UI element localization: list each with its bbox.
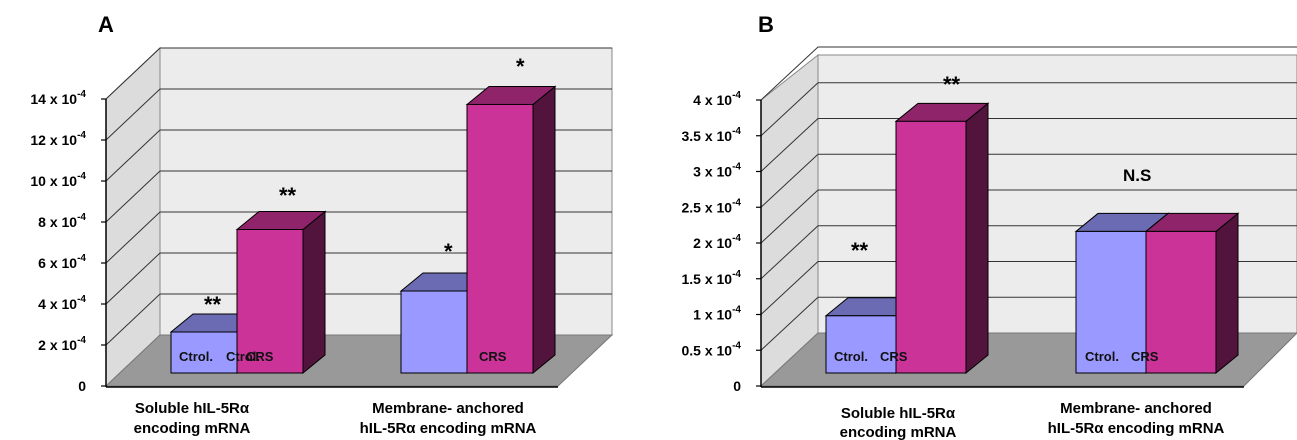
panel-b-letter: B bbox=[758, 12, 774, 37]
panel-a-letter: A bbox=[98, 12, 114, 37]
panel-a-annotation-4: * bbox=[516, 54, 525, 79]
gridline bbox=[760, 153, 1297, 208]
y-tick-label: 14 x 10-4 bbox=[30, 89, 86, 107]
y-tick-label: 6 x 10-4 bbox=[38, 253, 86, 271]
bar-front-face bbox=[825, 315, 897, 374]
gridline bbox=[760, 118, 1297, 172]
gridline bbox=[105, 88, 612, 141]
panel-a-bars bbox=[169, 85, 557, 375]
gridline bbox=[760, 82, 1297, 137]
panel-b-bars bbox=[824, 102, 1240, 375]
bar-side-face bbox=[965, 102, 989, 375]
y-tick-label: 3.5 x 10-4 bbox=[681, 126, 741, 144]
bar-side-face bbox=[1215, 212, 1239, 375]
panel-b-bar-label-crs-2: CRS bbox=[1131, 349, 1159, 364]
panel-a-tick-labels: 0 2 x 10-4 4 x 10-4 6 x 10-4 8 x 10-4 10 x 10… bbox=[30, 89, 106, 394]
panel-b-category-1-line-2: encoding mRNA bbox=[840, 424, 957, 440]
bar-crs-2 bbox=[1144, 212, 1240, 375]
bar-front-face bbox=[236, 229, 304, 374]
panel-a-bar-label-ctrol-1: Ctrol. bbox=[179, 349, 213, 364]
gridline bbox=[760, 189, 1297, 244]
y-tick-label: 0.5 x 10-4 bbox=[681, 340, 741, 358]
panel-b-bar-label-ctrol-2: Ctrol. bbox=[1085, 349, 1119, 364]
y-tick-label: 0 bbox=[733, 378, 741, 394]
y-tick-label: 2 x 10-4 bbox=[38, 335, 86, 353]
y-tick-label: 4 x 10-4 bbox=[38, 294, 86, 312]
y-tick-label: 12 x 10-4 bbox=[30, 130, 86, 148]
panel-a-annotation-3: ** bbox=[279, 183, 297, 208]
bar-front-face bbox=[466, 103, 534, 374]
bar-front-face bbox=[1145, 230, 1217, 374]
gridline bbox=[105, 170, 612, 223]
panel-b-category-2-line-1: Membrane- anchored bbox=[1060, 400, 1212, 417]
panel-b-annotation-2: ** bbox=[943, 72, 961, 97]
y-tick-label: 2 x 10-4 bbox=[693, 233, 741, 251]
panel-a: A 0 2 x 10-4 4 x 10-4 6 x 10-4 8 x 10-4 10 x … bbox=[30, 12, 614, 437]
y-tick-label: 10 x 10-4 bbox=[30, 171, 86, 189]
panel-b-annotation-ns: N.S bbox=[1123, 166, 1151, 185]
panel-a-bar-label-crs-2: CRS bbox=[479, 349, 507, 364]
panel-a-bar-label-crs-1: CRS bbox=[246, 349, 274, 364]
y-tick-label: 4 x 10-4 bbox=[693, 90, 741, 108]
panel-b-category-1-line-1: Soluble hIL-5Rα bbox=[841, 405, 956, 422]
bar-crs-1 bbox=[894, 102, 990, 375]
gridline bbox=[105, 252, 612, 305]
panel-a-category-2-line-1: Membrane- anchored bbox=[372, 400, 524, 417]
y-tick-label: 1.5 x 10-4 bbox=[681, 269, 741, 287]
y-tick-label: 8 x 10-4 bbox=[38, 212, 86, 230]
bar-side-face bbox=[532, 85, 556, 375]
panel-b-tick-labels: 0 0.5 x 10-4 1 x 10-4 1.5 x 10-4 2 x 10-4 2.5… bbox=[681, 90, 761, 394]
bar-front-face bbox=[400, 290, 468, 374]
y-tick-label: 3 x 10-4 bbox=[693, 162, 741, 180]
panel-b-bar-label-crs-1: CRS bbox=[880, 349, 908, 364]
bar-side-face bbox=[302, 210, 326, 375]
y-tick-label: 2.5 x 10-4 bbox=[681, 197, 741, 215]
gridline bbox=[105, 47, 612, 100]
panel-b-side-wall bbox=[760, 53, 819, 388]
bar-front-face bbox=[170, 331, 238, 374]
bar-crs-1 bbox=[235, 210, 327, 375]
panel-a-category-2-line-2: hIL-5Rα encoding mRNA bbox=[360, 420, 537, 437]
bar-front-face bbox=[895, 120, 967, 374]
panel-b-annotation-1: ** bbox=[851, 238, 869, 263]
bar-front-face bbox=[1075, 230, 1147, 374]
gridline bbox=[105, 129, 612, 182]
gridline bbox=[105, 211, 612, 264]
panel-a-annotation-2: * bbox=[444, 239, 453, 264]
bar-crs-2 bbox=[465, 85, 557, 375]
panel-a-annotation-1: ** bbox=[204, 292, 222, 317]
y-tick-label: 0 bbox=[78, 378, 86, 394]
panel-b-bar-label-ctrol-1: Ctrol. bbox=[834, 349, 868, 364]
panel-b: B 0 0.5 x 10-4 1 x 10-4 1.5 x 10-4 2 x 10-4 2… bbox=[681, 12, 1297, 440]
panel-b-category-2-line-2: hIL-5Rα encoding mRNA bbox=[1048, 420, 1225, 437]
panel-a-side-wall bbox=[105, 46, 161, 388]
y-tick-label: 1 x 10-4 bbox=[693, 305, 741, 323]
gridline bbox=[760, 46, 1297, 101]
panel-a-bar-label-ctrol-overlap: Ctrol. bbox=[226, 349, 260, 364]
panel-a-category-1-line-2: encoding mRNA bbox=[134, 420, 251, 437]
panel-a-category-1-line-1: Soluble hIL-5Rα bbox=[135, 400, 250, 417]
